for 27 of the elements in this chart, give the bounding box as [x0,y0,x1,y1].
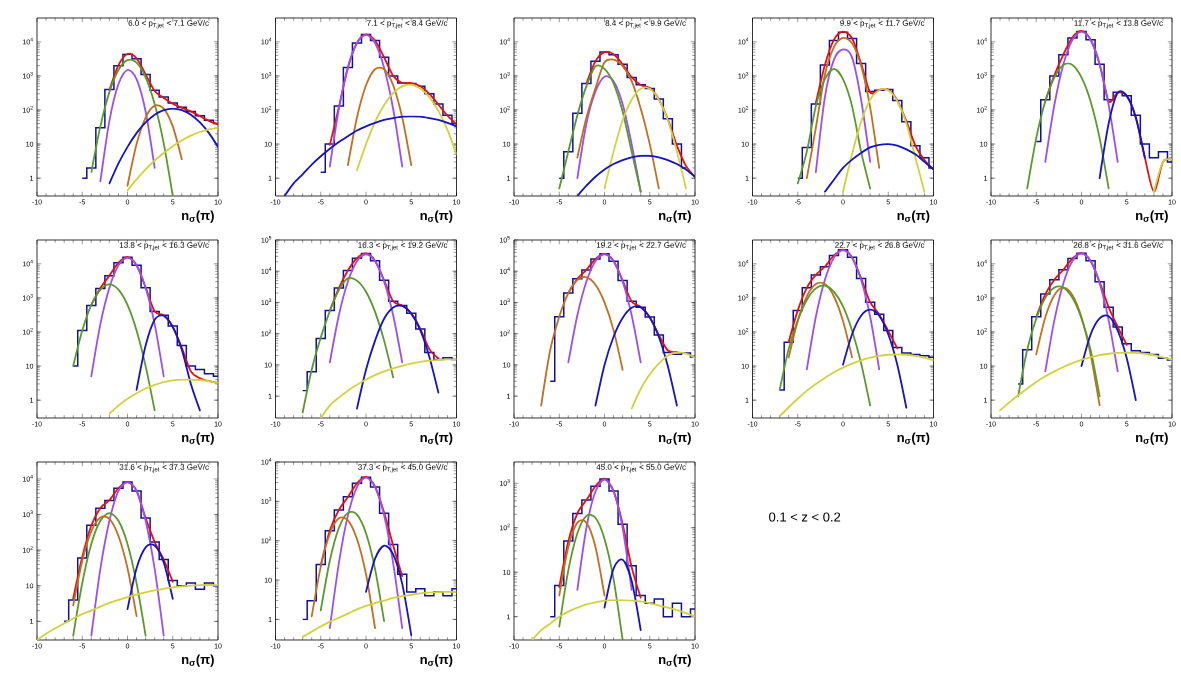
chart-title: 11.7 < p$_{T,jet}$ < 13.8 GeV/c [1074,19,1163,29]
x-axis-title: n$_{σ}$(π) [182,654,214,667]
x-axis-title: n$_{σ}$(π) [420,432,453,445]
x-axis-title: n$_{σ}$(π) [420,654,453,667]
x-axis-title: n$_{σ}$(π) [659,654,691,667]
chart-title: 8.4 < p$_{T,jet}$ < 9.9 GeV/c [605,19,686,29]
chart-title: 19.2 < p$_{T,jet}$ < 22.7 GeV/c [596,241,686,251]
x-axis-title: n$_{σ}$(π) [659,210,691,223]
x-axis-title: n$_{σ}$(π) [1136,210,1168,223]
x-axis-title: n$_{σ}$(π) [182,432,214,445]
chart-title: 16.3 < p$_{T,jet}$ < 19.2 GeV/c [358,241,448,251]
chart-title: 13.8 < p$_{T,jet}$ < 16.3 GeV/c [119,241,209,251]
x-axis-title: n$_{σ}$(π) [659,432,691,445]
chart-title: 26.8 < p$_{T,jet}$ < 31.6 GeV/c [1073,241,1163,251]
chart-title: 7.1 < p$_{T,jet}$ < 8.4 GeV/c [367,19,448,29]
chart-title: 45.0 < p$_{T,jet}$ < 55.0 GeV/c [596,463,686,473]
x-axis-title: n$_{σ}$(π) [897,210,930,223]
x-axis-title: n$_{σ}$(π) [1136,432,1168,445]
chart-title: 37.3 < p$_{T,jet}$ < 45.0 GeV/c [358,463,448,473]
text: 0.1 < z < 0.2 [769,512,841,522]
chart-title: 22.7 < p$_{T,jet}$ < 26.8 GeV/c [835,241,925,251]
x-axis-title: n$_{σ}$(π) [897,432,930,445]
x-axis-title: n$_{σ}$(π) [420,210,453,223]
chart-title: 31.6 < p$_{T,jet}$ < 37.3 GeV/c [119,463,209,473]
chart-title: 6.0 < p$_{T,jet}$ < 7.1 GeV/c [128,19,209,29]
chart-title: 9.9 < p$_{T,jet}$ < 11.7 GeV/c [840,19,925,29]
x-axis-title: n$_{σ}$(π) [182,210,214,223]
